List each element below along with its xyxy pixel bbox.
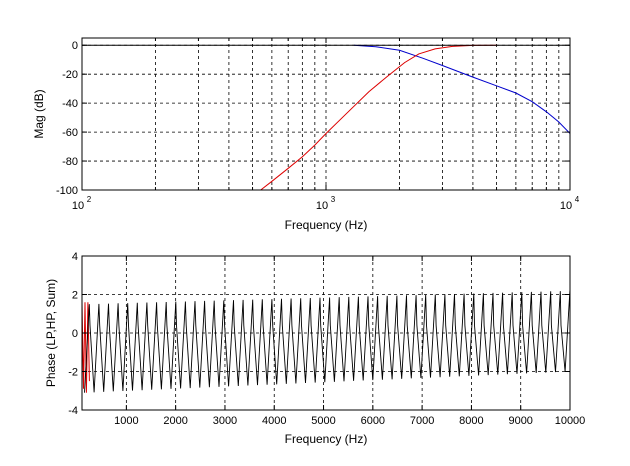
x-tick-label: 6000 bbox=[361, 415, 385, 427]
y-tick-label: -2 bbox=[68, 367, 78, 379]
x-tick-exponent: 3 bbox=[331, 195, 336, 204]
y-tick-label: 4 bbox=[72, 251, 78, 263]
series-line-0 bbox=[81, 302, 90, 393]
y-tick-label: 0 bbox=[72, 40, 78, 52]
series-line-0 bbox=[353, 44, 571, 134]
x-axis-label: Frequency (Hz) bbox=[285, 218, 368, 232]
y-tick-label: -80 bbox=[62, 156, 78, 168]
series-line-1 bbox=[84, 290, 571, 393]
y-tick-label: -60 bbox=[62, 127, 78, 139]
x-tick-label: 3000 bbox=[213, 415, 237, 427]
x-tick-label: 9000 bbox=[508, 415, 532, 427]
x-tick-label: 5000 bbox=[311, 415, 335, 427]
y-tick-label: -100 bbox=[56, 185, 78, 197]
y-tick-label: -20 bbox=[62, 69, 78, 81]
y-tick-label: -4 bbox=[68, 405, 78, 417]
x-tick-label: 4000 bbox=[262, 415, 286, 427]
x-tick-label: 1000 bbox=[114, 415, 138, 427]
x-tick-exponent: 2 bbox=[87, 195, 92, 204]
y-tick-label: 0 bbox=[72, 328, 78, 340]
y-tick-label: 2 bbox=[72, 290, 78, 302]
phase-axes: 4 2 0 -2 -4 1000 2000 3000 4000 5000 6000 7000 8000 9… bbox=[44, 251, 585, 446]
x-tick-label: 10 bbox=[316, 200, 328, 212]
x-tick-label: 7000 bbox=[410, 415, 434, 427]
x-tick-exponent: 4 bbox=[575, 195, 580, 204]
x-axis-label: Frequency (Hz) bbox=[285, 432, 368, 446]
x-tick-label: 8000 bbox=[459, 415, 483, 427]
y-tick-label: -40 bbox=[62, 98, 78, 110]
x-tick-label: 10 bbox=[72, 200, 84, 212]
series-line-1 bbox=[260, 44, 497, 191]
x-tick-label: 10 bbox=[560, 200, 572, 212]
x-tick-label: 2000 bbox=[163, 415, 187, 427]
plot-area bbox=[82, 256, 570, 410]
x-tick-label: 10000 bbox=[555, 415, 586, 427]
plot-area bbox=[82, 38, 570, 190]
y-axis-label: Phase (LP,HP, Sum) bbox=[44, 279, 58, 387]
y-axis-label: Mag (dB) bbox=[32, 89, 46, 138]
